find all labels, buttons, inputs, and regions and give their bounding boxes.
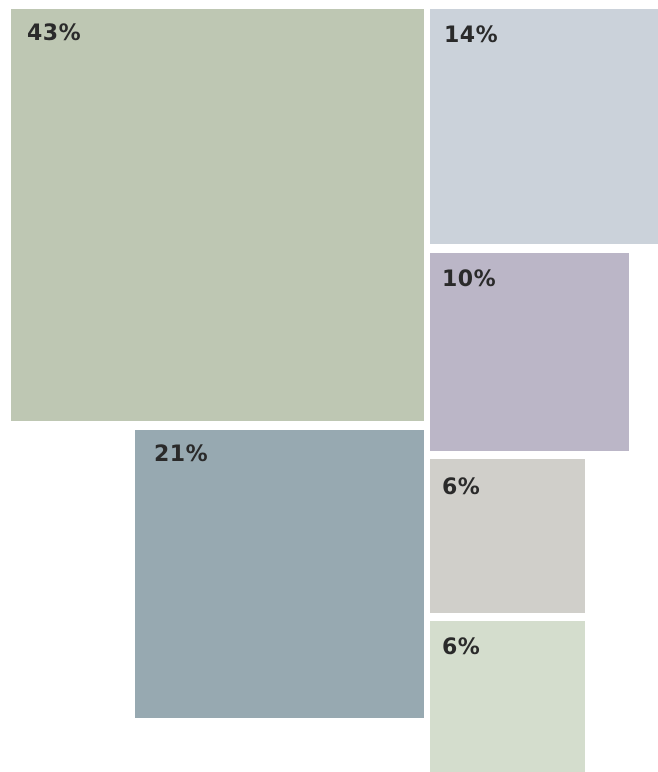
tile-label: 14% <box>444 23 499 48</box>
tile-label: 21% <box>154 442 209 467</box>
treemap-tile: 6% <box>430 459 585 613</box>
treemap-tile: 21% <box>135 430 424 718</box>
tile-label: 10% <box>442 267 497 292</box>
tile-label: 43% <box>27 21 82 46</box>
treemap-tile: 43% <box>11 9 424 421</box>
tile-label: 6% <box>442 635 481 660</box>
treemap-tile: 6% <box>430 621 585 772</box>
treemap-tile: 14% <box>430 9 658 244</box>
treemap-tile: 10% <box>430 253 629 451</box>
tile-label: 6% <box>442 475 481 500</box>
